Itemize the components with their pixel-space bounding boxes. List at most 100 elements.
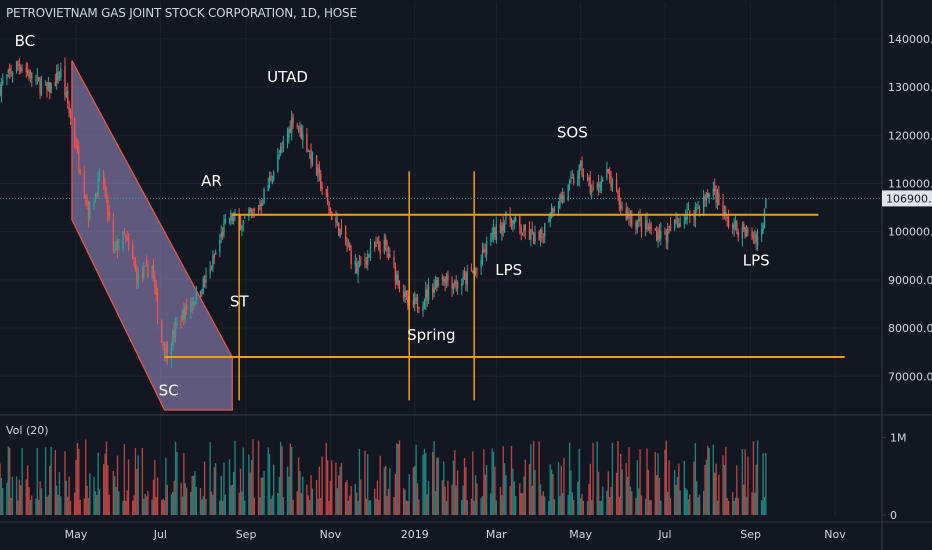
candle-body bbox=[668, 226, 670, 228]
volume-bar bbox=[0, 477, 3, 515]
candle-body bbox=[503, 223, 506, 233]
volume-bar bbox=[278, 477, 280, 515]
candle-body bbox=[69, 111, 72, 119]
candle-body bbox=[629, 217, 632, 219]
volume-bar bbox=[398, 440, 401, 515]
candle-body bbox=[64, 66, 66, 96]
volume-bar bbox=[228, 459, 231, 515]
candle-body bbox=[567, 184, 569, 200]
volume-bar bbox=[281, 446, 283, 515]
volume-bar bbox=[655, 475, 658, 515]
volume-bar bbox=[6, 482, 8, 515]
candle-body bbox=[398, 287, 401, 289]
candle-body bbox=[386, 247, 388, 252]
volume-bar bbox=[408, 474, 410, 515]
volume-bar bbox=[741, 449, 744, 515]
candle-body bbox=[696, 208, 698, 210]
price-tick-label: 110000.0 bbox=[888, 177, 932, 190]
candle-body bbox=[485, 240, 488, 254]
volume-bar bbox=[58, 472, 61, 515]
volume-bar bbox=[455, 485, 457, 515]
candle-body bbox=[675, 219, 677, 223]
candle-body bbox=[553, 209, 556, 212]
volume-bar bbox=[513, 481, 515, 515]
candle-body bbox=[44, 84, 47, 86]
candle-body bbox=[378, 241, 380, 249]
time-tick-label: May bbox=[569, 528, 592, 541]
wyckoff-annotation: LPS bbox=[743, 251, 770, 269]
candle-body bbox=[65, 92, 68, 97]
candle-body bbox=[654, 228, 656, 231]
candle-body bbox=[596, 184, 598, 188]
candle-body bbox=[402, 291, 405, 298]
volume-bar bbox=[300, 493, 303, 515]
candle-body bbox=[26, 70, 29, 73]
candle-body bbox=[521, 233, 524, 235]
candle-body bbox=[708, 194, 710, 197]
candle-body bbox=[260, 203, 262, 206]
volume-bar bbox=[232, 471, 235, 515]
volume-bar bbox=[181, 496, 184, 515]
candle-body bbox=[194, 302, 196, 304]
volume-bar bbox=[499, 487, 502, 515]
candle-body bbox=[73, 118, 76, 142]
volume-bar bbox=[490, 493, 492, 515]
volume-bar bbox=[763, 497, 766, 515]
candle-body bbox=[360, 261, 362, 263]
candle-body bbox=[76, 146, 79, 148]
volume-bar bbox=[183, 452, 185, 515]
volume-bar bbox=[592, 442, 594, 515]
volume-bar bbox=[279, 441, 282, 515]
candle-body bbox=[636, 221, 638, 230]
volume-bar bbox=[567, 494, 569, 515]
volume-bar bbox=[480, 498, 482, 515]
candle-body bbox=[443, 279, 445, 282]
volume-bar bbox=[747, 456, 749, 515]
volume-bar bbox=[118, 491, 120, 515]
candle-body bbox=[523, 225, 525, 232]
candle-body bbox=[365, 261, 368, 264]
candle-body bbox=[658, 230, 661, 240]
volume-bar bbox=[712, 444, 715, 515]
volume-bar bbox=[315, 479, 318, 515]
candle-body bbox=[170, 348, 173, 362]
candle-body bbox=[697, 207, 699, 210]
candle-body bbox=[549, 215, 551, 222]
volume-bar bbox=[60, 496, 62, 515]
volume-bar bbox=[259, 497, 261, 515]
volume-bar bbox=[628, 447, 630, 515]
volume-bar bbox=[433, 441, 435, 515]
volume-bar bbox=[532, 440, 535, 515]
candle-body bbox=[191, 302, 193, 305]
candle-body bbox=[151, 265, 153, 279]
candle-body bbox=[416, 296, 419, 309]
volume-bar bbox=[123, 444, 126, 515]
candle-body bbox=[278, 155, 280, 157]
candle-body bbox=[154, 276, 156, 287]
candle-body bbox=[602, 179, 604, 182]
candle-body bbox=[763, 209, 766, 228]
candle-body bbox=[476, 268, 478, 271]
candle-body bbox=[679, 222, 681, 227]
candle-body bbox=[499, 224, 502, 234]
volume-bar bbox=[456, 470, 459, 515]
candle-body bbox=[557, 205, 560, 209]
volume-bar bbox=[75, 459, 77, 515]
volume-bar bbox=[602, 486, 604, 515]
candle-body bbox=[35, 78, 37, 81]
candle-body bbox=[501, 225, 503, 235]
volume-bar bbox=[103, 464, 105, 515]
candle-body bbox=[137, 275, 139, 285]
candle-body bbox=[205, 275, 207, 283]
candle-body bbox=[407, 296, 409, 306]
volume-bar bbox=[510, 446, 513, 515]
volume-bar bbox=[723, 465, 726, 515]
candle-body bbox=[389, 253, 391, 258]
volume-bar bbox=[414, 465, 416, 515]
candle-body bbox=[241, 225, 243, 230]
volume-bar bbox=[549, 464, 551, 515]
volume-bar bbox=[286, 466, 289, 515]
volume-bar bbox=[231, 484, 233, 515]
volume-bar bbox=[224, 494, 227, 515]
